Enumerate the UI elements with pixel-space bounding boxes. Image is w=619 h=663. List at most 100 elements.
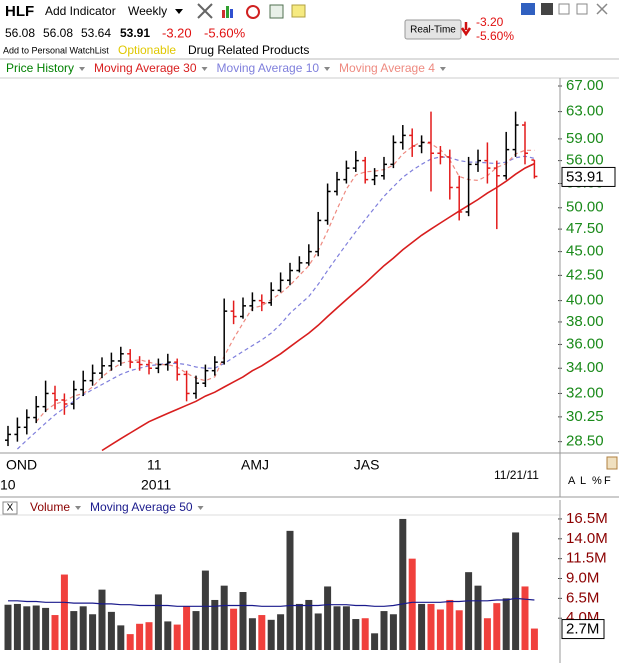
- last-price-label: 53.91: [566, 168, 604, 185]
- volume-bar: [399, 518, 407, 650]
- volume-bar: [183, 606, 191, 650]
- volume-bar: [230, 608, 238, 650]
- legend-label[interactable]: Moving Average 10: [217, 61, 320, 75]
- volume-bar: [408, 558, 416, 650]
- last-volume-label: 2.7M: [566, 621, 599, 638]
- volume-bar: [164, 621, 172, 650]
- volume-bar: [126, 634, 134, 650]
- axis-mode[interactable]: L: [580, 475, 586, 487]
- volume-bar: [32, 605, 40, 650]
- last-volume-box: [561, 619, 605, 640]
- y-tick-label: 45.00: [566, 243, 604, 260]
- y-tick-label: 40.00: [566, 292, 604, 309]
- rt-change-pct: -5.60%: [476, 29, 514, 43]
- last-price: 53.91: [120, 26, 150, 40]
- add-indicator[interactable]: Add Indicator: [45, 4, 116, 18]
- volume-bar: [295, 603, 303, 650]
- y-tick-label: 11.5M: [566, 550, 607, 567]
- volume-bar: [239, 592, 247, 650]
- volume-legend: Volume Moving Average 50: [30, 500, 204, 514]
- volume-bar: [324, 586, 332, 650]
- volume-bar: [79, 606, 87, 650]
- period[interactable]: Weekly: [128, 4, 167, 18]
- volume-bar: [258, 615, 266, 650]
- volume-bar: [4, 604, 12, 650]
- volume-bar: [220, 585, 228, 650]
- close-x[interactable]: X: [7, 503, 14, 514]
- y-tick-label: 47.50: [566, 220, 604, 237]
- volume-bar: [107, 611, 115, 650]
- toolbar-icons[interactable]: [197, 3, 306, 19]
- y-tick-label: 34.00: [566, 359, 604, 376]
- volume-bar: [89, 614, 97, 650]
- volume-bar: [530, 628, 538, 650]
- volume-bar: [136, 623, 144, 650]
- volume-bar: [60, 574, 68, 650]
- y-tick-label: 59.00: [566, 130, 604, 147]
- legend-label[interactable]: Price History: [6, 61, 74, 75]
- rt-change: -3.20: [476, 15, 504, 29]
- volume-bar: [173, 624, 181, 650]
- volume-bar: [201, 570, 209, 650]
- legend-menu-arrow: [324, 67, 331, 71]
- volume-bar: [333, 606, 341, 650]
- y-tick-label: 50.00: [566, 199, 604, 216]
- volume-bar: [286, 530, 294, 650]
- volume-bar: [98, 589, 106, 650]
- volume-bar: [211, 599, 219, 650]
- volume-bar: [23, 606, 31, 650]
- realtime-button[interactable]: [404, 19, 462, 40]
- volume-bar: [277, 614, 285, 650]
- axis-mode[interactable]: A: [568, 475, 576, 487]
- date: 11/21/11: [494, 468, 539, 482]
- y-tick-label: 67.00: [566, 77, 604, 94]
- volume-bar: [352, 619, 360, 650]
- moving-average-line: [101, 162, 535, 452]
- realtime-label[interactable]: Real-Time: [410, 25, 456, 36]
- x-tick-label: JAS: [354, 457, 380, 473]
- volume-bar: [521, 586, 529, 650]
- change-pct: -5.60%: [204, 25, 246, 40]
- legend-label[interactable]: Moving Average 30: [94, 61, 197, 75]
- volume-bar: [502, 598, 510, 650]
- axis-mode[interactable]: %: [592, 475, 602, 487]
- legend-label[interactable]: Volume: [30, 500, 70, 514]
- volume-bar: [154, 594, 162, 650]
- volume-bar: [267, 619, 275, 650]
- volume-bar: [389, 614, 397, 650]
- axis-mode[interactable]: F: [604, 475, 611, 487]
- legend-menu-arrow: [197, 506, 204, 510]
- volume-bar: [361, 618, 369, 650]
- x-tick-label: OND: [6, 457, 37, 473]
- volume-bar: [455, 610, 463, 650]
- volume-bar: [42, 607, 50, 650]
- volume-bar: [512, 532, 520, 650]
- dropdown-arrow[interactable]: [175, 9, 183, 14]
- watchlist[interactable]: Add to Personal WatchList: [3, 45, 109, 55]
- volume-bar: [51, 615, 59, 650]
- volume-bar: [493, 603, 501, 650]
- legend-menu-arrow: [79, 67, 86, 71]
- x-tick-sublabel: 10: [0, 477, 16, 493]
- volume-bar: [474, 585, 482, 650]
- pencil-icon[interactable]: [606, 456, 618, 470]
- volume-bar: [192, 611, 200, 650]
- y-tick-label: 63.00: [566, 103, 604, 120]
- legend-menu-arrow: [75, 506, 82, 510]
- y-tick-label: 56.00: [566, 152, 604, 169]
- legend-menu-arrow: [439, 67, 446, 71]
- window-icons[interactable]: [521, 3, 608, 15]
- y-tick-label: 38.00: [566, 313, 604, 330]
- volume-bar: [314, 613, 322, 650]
- legend: Price History Moving Average 30 Moving Ave…: [6, 61, 446, 75]
- legend-label[interactable]: Moving Average 4: [339, 61, 435, 75]
- x-tick-label: 11: [147, 457, 162, 473]
- volume-bar: [70, 611, 78, 650]
- y-tick-label: 30.25: [566, 408, 604, 425]
- legend-label[interactable]: Moving Average 50: [90, 500, 193, 514]
- close-box[interactable]: [2, 501, 18, 515]
- y-tick-label: 42.50: [566, 266, 604, 283]
- y-tick-label: 28.50: [566, 433, 604, 450]
- volume-bar: [465, 572, 473, 650]
